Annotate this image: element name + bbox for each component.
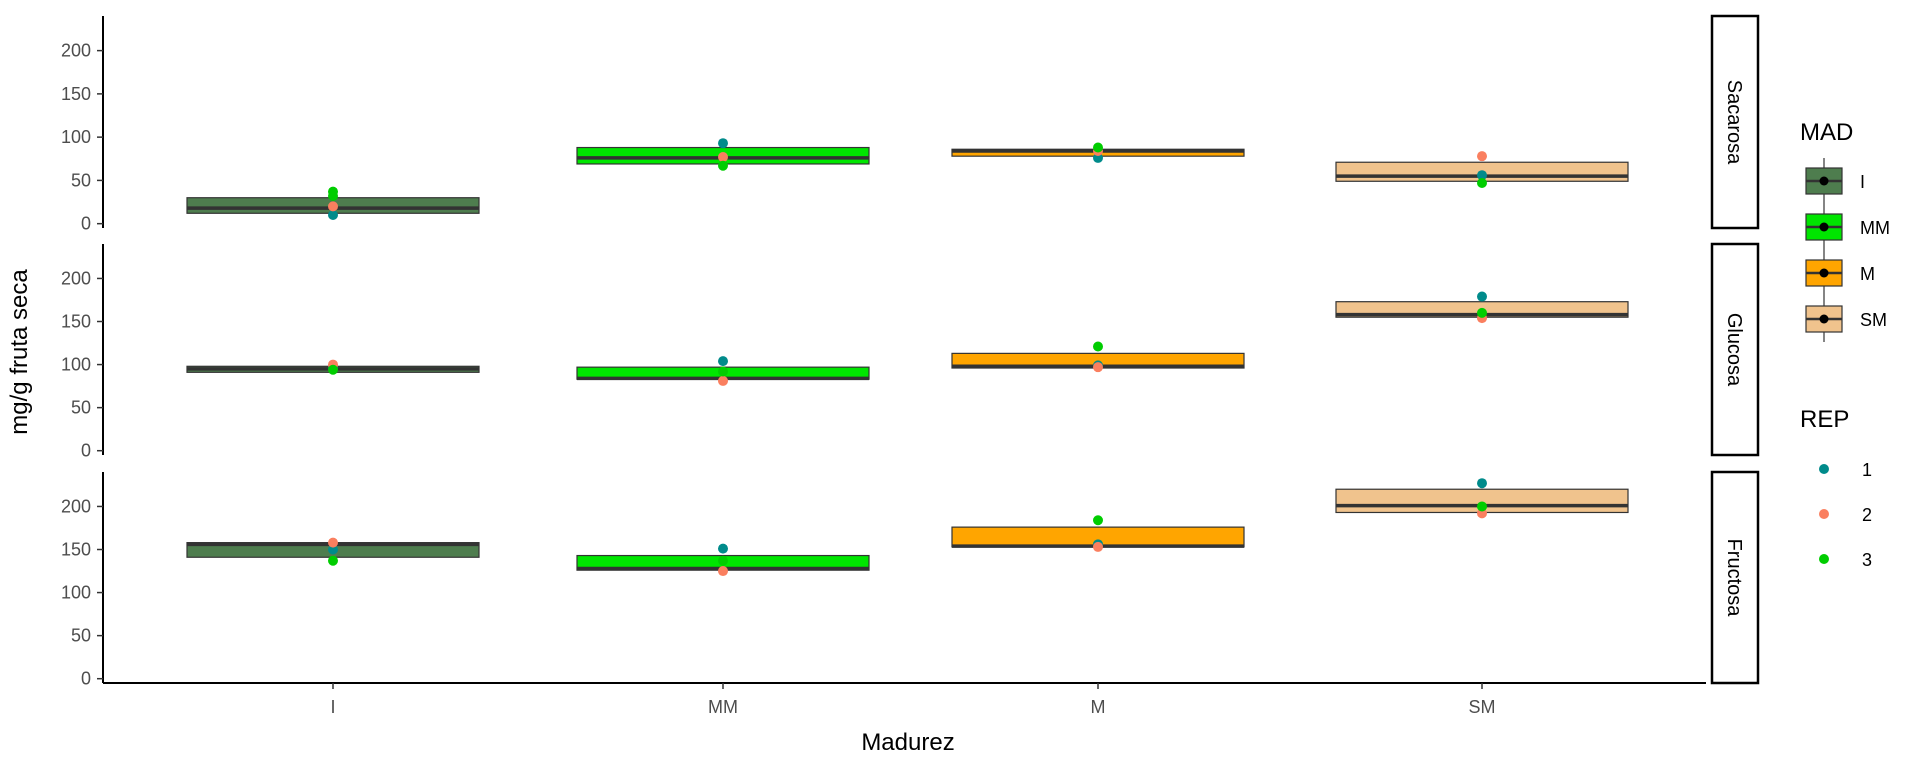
y-tick-label: 200 — [61, 268, 91, 288]
data-point-rep-3 — [328, 186, 338, 197]
y-tick-label: 150 — [61, 84, 91, 104]
data-point-rep-3 — [718, 160, 728, 171]
y-tick-label: 0 — [81, 214, 91, 234]
data-point-rep-3 — [1093, 142, 1103, 153]
data-point-rep-2 — [328, 537, 338, 548]
legend-rep-key-3 — [1819, 554, 1829, 564]
facet-strip — [1710, 14, 1760, 230]
facet-strip-label: Fructosa — [1723, 539, 1745, 618]
data-point-rep-3 — [1477, 178, 1487, 189]
y-axis-title: mg/g fruta seca — [6, 269, 33, 435]
legend-fill-title: MAD — [1800, 119, 1853, 146]
y-tick-label: 150 — [61, 540, 91, 560]
data-point-rep-2 — [1093, 541, 1103, 552]
data-point-rep-3 — [328, 364, 338, 375]
data-point-rep-3 — [1477, 307, 1487, 318]
legend-fill-label: MM — [1860, 218, 1890, 238]
data-point-rep-3 — [1477, 501, 1487, 512]
data-point-rep-2 — [1093, 362, 1103, 373]
legend-rep-key-2 — [1819, 509, 1829, 519]
data-point-rep-1 — [1477, 478, 1487, 489]
panel-glucosa: 0 50 100 150 200 Glucosa — [61, 242, 1760, 461]
legend-key-m: M — [1805, 250, 1875, 296]
y-tick-label: 100 — [61, 127, 91, 147]
data-point-rep-2 — [718, 375, 728, 386]
y-tick-label: 100 — [61, 583, 91, 603]
legend-key-sm: SM — [1805, 296, 1887, 342]
legend-key-i: I — [1805, 158, 1865, 204]
data-point-rep-3 — [718, 555, 728, 566]
data-point-rep-1 — [328, 544, 338, 555]
data-point-rep-1 — [1093, 152, 1103, 163]
legend-color-title: REP — [1800, 406, 1849, 433]
y-tick-label: 0 — [81, 441, 91, 461]
data-point-rep-3 — [1093, 341, 1103, 352]
data-point-rep-1 — [1477, 291, 1487, 302]
data-point-rep-3 — [1093, 515, 1103, 526]
legend-fill-label: I — [1860, 172, 1865, 192]
y-tick-label: 200 — [61, 41, 91, 61]
y-tick-label: 150 — [61, 312, 91, 332]
legend-color-label: 1 — [1862, 460, 1872, 480]
data-point-rep-3 — [718, 366, 728, 377]
data-point-rep-1 — [718, 138, 728, 149]
data-point-rep-1 — [1477, 170, 1487, 181]
y-tick-label: 100 — [61, 355, 91, 375]
x-tick-label: I — [330, 697, 335, 717]
y-tick-label: 200 — [61, 496, 91, 516]
x-tick-label: SM — [1469, 697, 1496, 717]
facet-strip — [1710, 470, 1760, 685]
legend-point — [1819, 176, 1829, 186]
legend-color-label: 2 — [1862, 505, 1872, 525]
legend-key-mm: MM — [1805, 204, 1890, 250]
data-point-rep-2 — [718, 566, 728, 577]
data-point-rep-1 — [718, 543, 728, 554]
panel-fructosa: 0 50 100 150 200 Fructosa — [61, 470, 1760, 689]
legend-fill-label: M — [1860, 264, 1875, 284]
legend-point — [1819, 314, 1829, 324]
panel-sacarosa: 0 50 100 150 200 Sacarosa — [61, 14, 1760, 234]
legend-point — [1819, 222, 1829, 232]
data-point-rep-2 — [1477, 508, 1487, 519]
facet-strip — [1710, 242, 1760, 457]
y-tick-label: 50 — [71, 398, 91, 418]
legend-rep-key-1 — [1819, 464, 1829, 474]
y-tick-label: 50 — [71, 626, 91, 646]
legend-point — [1819, 268, 1829, 278]
x-tick-label: M — [1091, 697, 1106, 717]
data-point-rep-3 — [328, 555, 338, 566]
x-axis-title: Madurez — [861, 729, 954, 756]
data-point-rep-1 — [328, 210, 338, 221]
y-tick-label: 0 — [81, 669, 91, 689]
data-point-rep-1 — [718, 356, 728, 367]
y-tick-label: 50 — [71, 170, 91, 190]
facet-strip-label: Sacarosa — [1723, 80, 1745, 165]
data-point-rep-2 — [718, 152, 728, 163]
facet-strip-label: Glucosa — [1723, 313, 1745, 387]
data-point-rep-2 — [328, 201, 338, 212]
x-tick-label: MM — [708, 697, 738, 717]
legend-color-label: 3 — [1862, 550, 1872, 570]
legend-fill-label: SM — [1860, 310, 1887, 330]
data-point-rep-2 — [1477, 151, 1487, 162]
